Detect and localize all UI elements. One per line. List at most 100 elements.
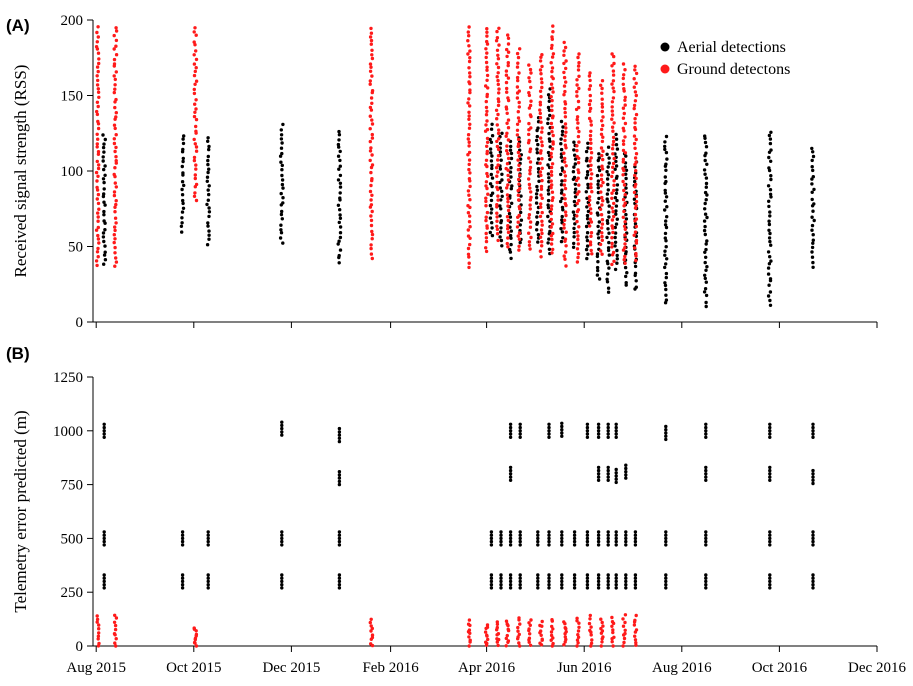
data-point (613, 196, 618, 200)
data-point (550, 190, 555, 194)
data-point (206, 221, 210, 225)
data-point (767, 166, 771, 170)
data-point (517, 248, 521, 252)
data-point (279, 191, 283, 196)
data-point (614, 576, 618, 580)
data-point (703, 212, 708, 216)
data-point (505, 186, 509, 190)
data-point (664, 168, 668, 172)
data-point (584, 224, 589, 229)
data-point (597, 220, 601, 224)
data-point (518, 223, 522, 227)
data-point (518, 173, 522, 177)
data-point (506, 236, 510, 240)
data-point (499, 579, 503, 584)
data-point (550, 43, 554, 48)
data-point (484, 163, 488, 167)
data-point (577, 129, 581, 134)
data-point (704, 465, 708, 470)
data-point (634, 241, 639, 245)
data-point (633, 573, 638, 577)
data-point (370, 163, 375, 167)
data-point (623, 242, 627, 246)
data-point (508, 422, 513, 426)
data-point (588, 243, 593, 247)
data-point (663, 191, 668, 195)
data-point (664, 424, 668, 429)
data-point (633, 99, 638, 103)
data-point (517, 182, 521, 186)
data-point (600, 97, 604, 101)
data-point (370, 89, 375, 93)
data-point (633, 579, 638, 584)
data-point (516, 55, 521, 60)
data-point (467, 618, 472, 622)
data-point (624, 543, 628, 547)
data-point (585, 205, 589, 209)
data-point (596, 232, 600, 236)
data-point (500, 172, 504, 176)
data-point (538, 161, 542, 165)
data-point (623, 265, 628, 270)
data-point (572, 536, 577, 541)
data-point (615, 198, 619, 203)
data-point (534, 138, 539, 143)
data-point (564, 66, 568, 71)
data-point (624, 176, 628, 181)
data-point (508, 533, 513, 537)
data-point (489, 159, 494, 163)
data-point (585, 579, 590, 584)
data-point (576, 55, 580, 60)
data-point (484, 60, 489, 65)
data-point (810, 223, 815, 228)
data-point (499, 543, 503, 547)
data-point (810, 190, 814, 194)
data-point (633, 530, 638, 534)
data-point (610, 109, 614, 113)
data-point (180, 530, 185, 534)
data-point (601, 135, 605, 139)
data-point (488, 216, 493, 220)
data-point (572, 533, 577, 537)
data-point (633, 634, 637, 638)
data-point (547, 247, 552, 251)
data-point (529, 126, 533, 130)
data-point (113, 166, 117, 170)
data-point (587, 621, 592, 626)
data-point (489, 172, 493, 177)
data-point (539, 187, 544, 191)
data-point (547, 108, 552, 113)
data-point (704, 435, 708, 439)
data-point (516, 629, 520, 633)
data-point (704, 247, 708, 252)
data-point (102, 200, 106, 204)
data-point (538, 103, 543, 107)
data-point (596, 586, 601, 590)
data-point (485, 224, 489, 228)
data-point (549, 151, 553, 156)
data-point (497, 128, 501, 132)
data-point (703, 207, 707, 211)
data-point (516, 625, 520, 630)
data-point (551, 636, 555, 640)
data-point (614, 533, 618, 537)
data-point (622, 183, 627, 187)
data-point (550, 204, 554, 208)
data-point (633, 125, 637, 130)
data-point (194, 57, 199, 62)
data-point (612, 201, 616, 206)
data-point (338, 213, 342, 217)
data-point (369, 38, 374, 43)
data-point (102, 213, 106, 217)
data-point (600, 234, 604, 239)
data-point (97, 641, 101, 646)
data-point (562, 75, 567, 80)
data-point (536, 126, 540, 130)
y-tick-label: 150 (61, 89, 84, 105)
data-point (664, 533, 668, 537)
data-point (768, 579, 772, 584)
data-point (624, 274, 628, 279)
data-point (606, 182, 610, 187)
data-point (550, 125, 554, 130)
